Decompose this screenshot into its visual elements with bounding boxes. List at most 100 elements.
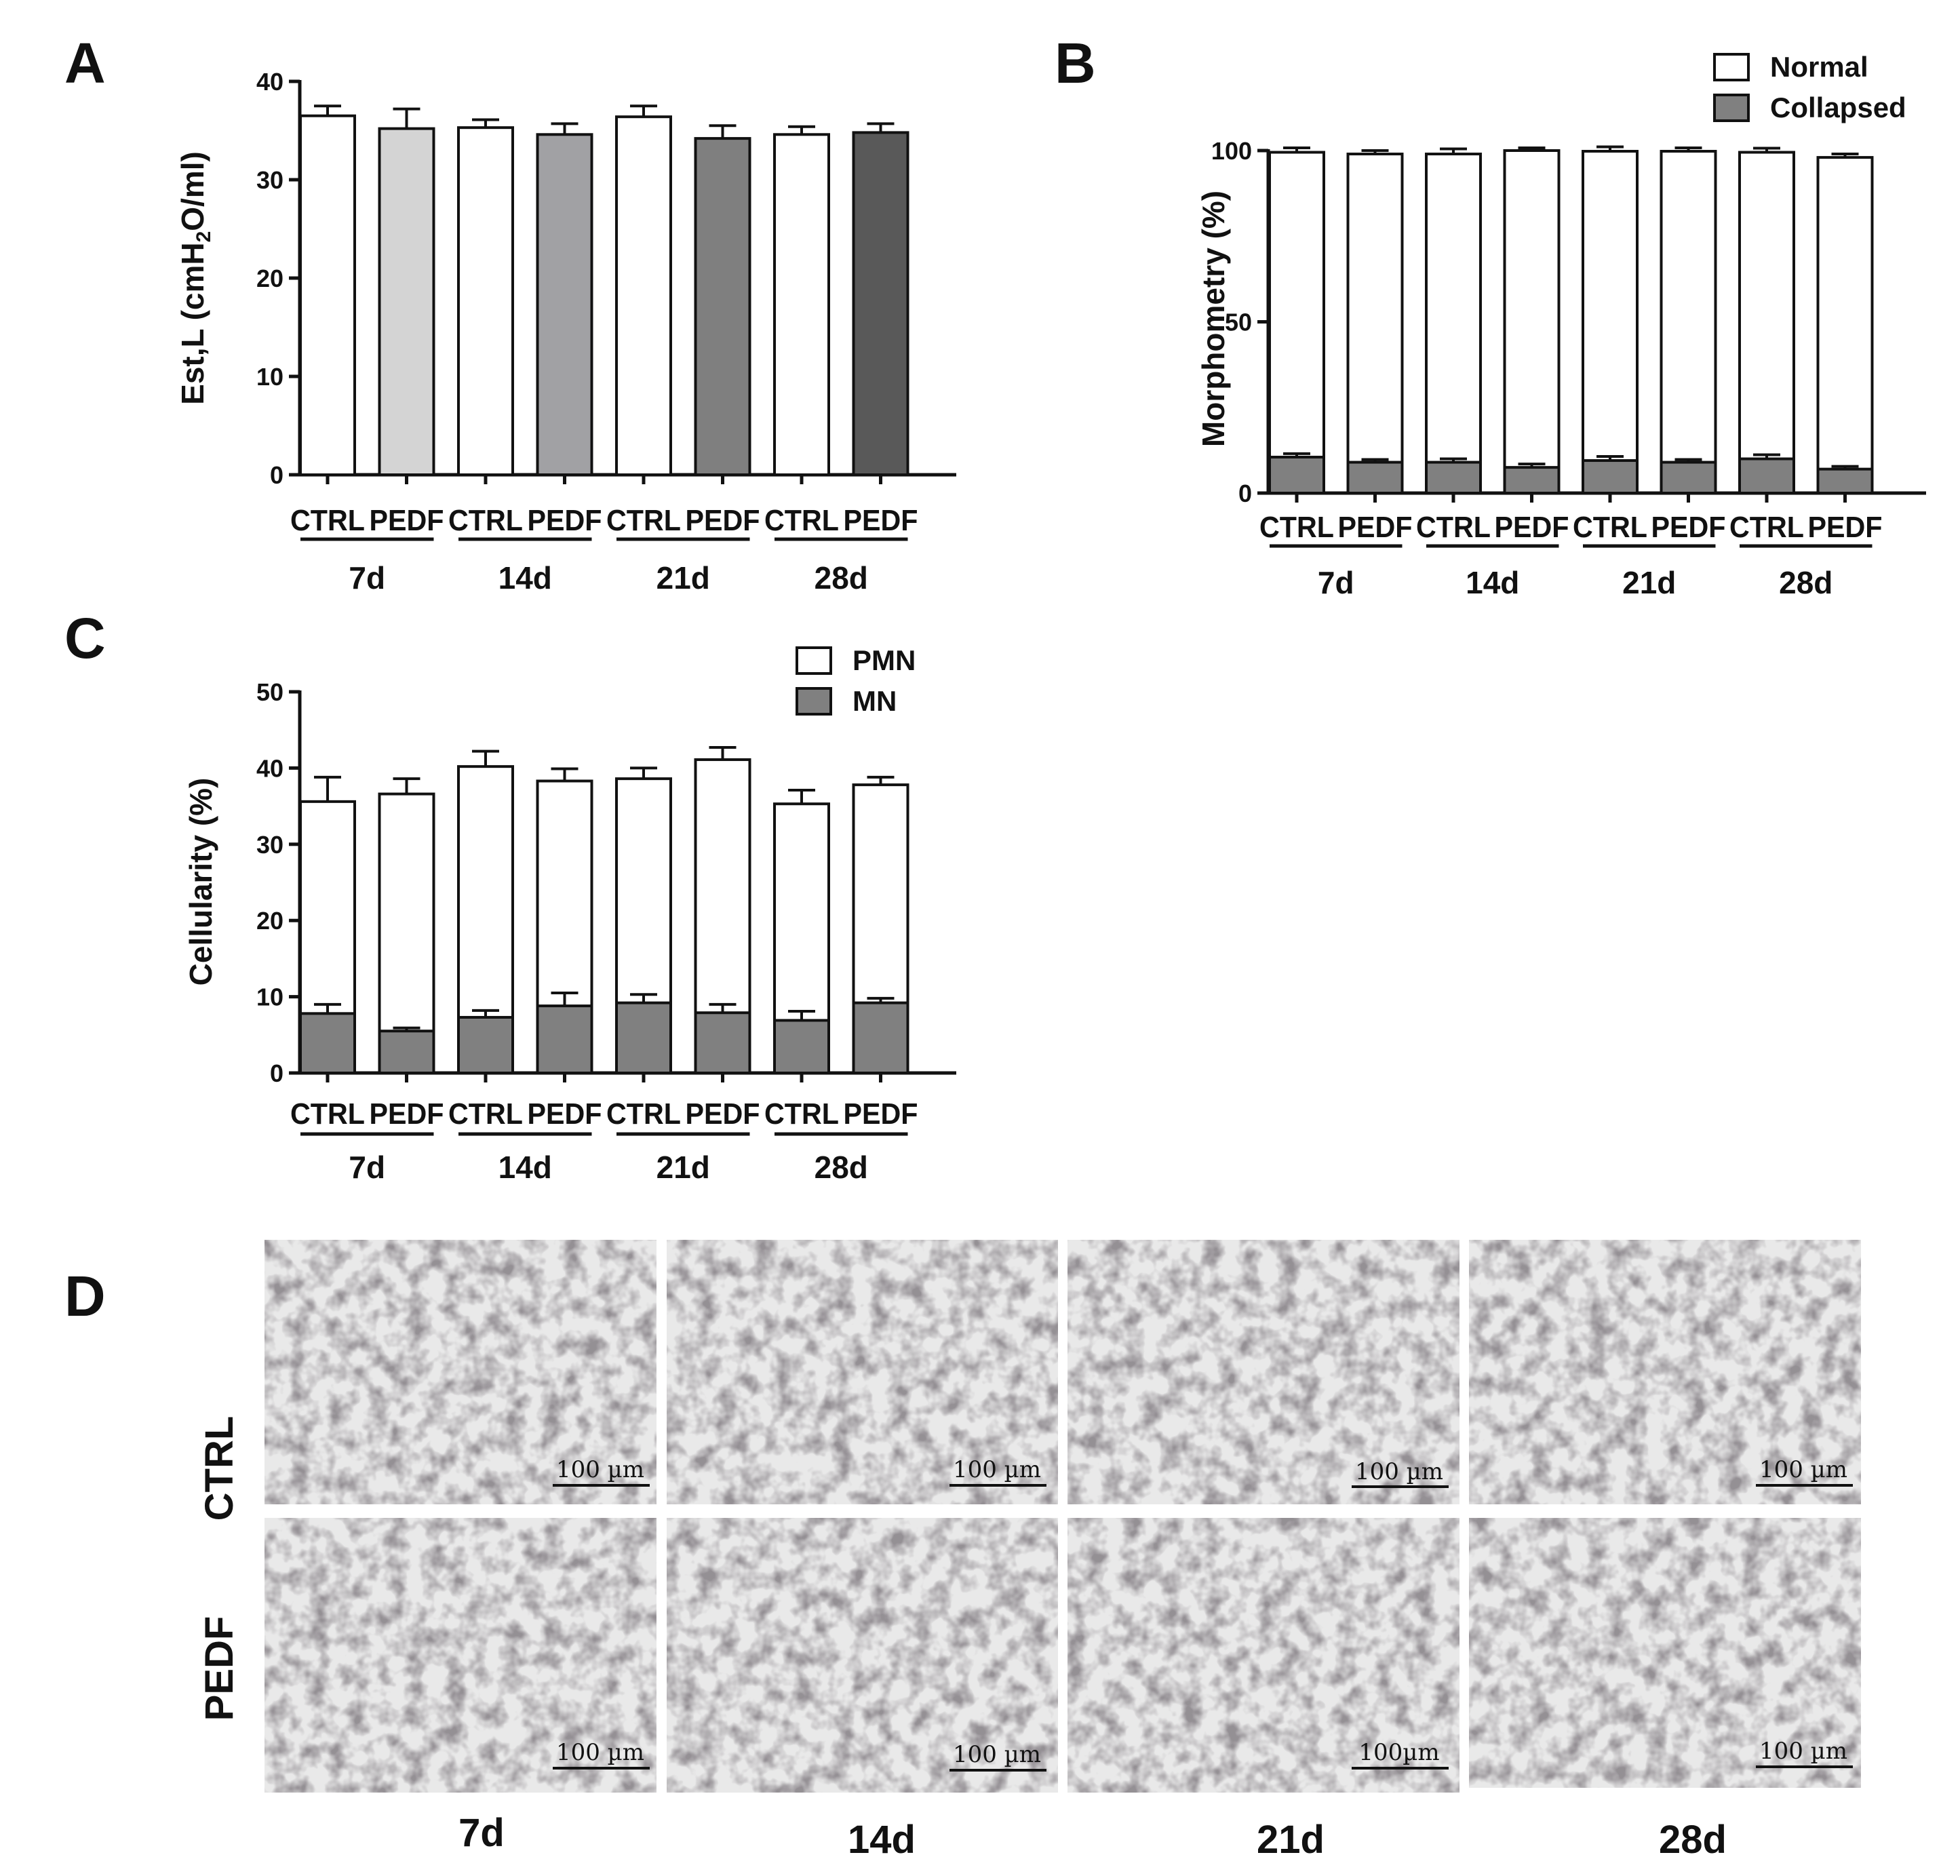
bar-upper <box>1503 149 1561 494</box>
x-tick-label: PEDF <box>686 504 760 537</box>
bar <box>378 127 435 476</box>
group-label: 14d <box>1466 565 1519 600</box>
x-tick-label: CTRL <box>448 1097 523 1131</box>
y-axis-title: Cellularity (%) <box>183 778 218 986</box>
bar-upper <box>1268 151 1325 494</box>
x-tick-label: CTRL <box>1573 511 1647 544</box>
bar-upper <box>1582 150 1639 494</box>
group-label: 14d <box>498 560 552 595</box>
legend-label: MN <box>852 685 897 717</box>
bar-lower <box>457 1015 514 1074</box>
x-tick-label: CTRL <box>290 504 365 537</box>
x-tick-label: CTRL <box>606 504 681 537</box>
micrograph-grid: CTRL PEDF <box>197 1240 1861 1862</box>
legend-swatch <box>1713 94 1750 122</box>
bar-lower <box>536 1004 593 1075</box>
x-tick-label: CTRL <box>606 1097 681 1131</box>
group-label: 28d <box>815 560 868 595</box>
x-tick-label: CTRL <box>764 1097 839 1131</box>
y-tick-label: 50 <box>1225 309 1252 336</box>
group-label: 28d <box>815 1150 868 1185</box>
bar-lower <box>1660 461 1717 494</box>
bar-upper <box>1425 153 1482 495</box>
bar-lower <box>1503 466 1561 494</box>
group-label: 21d <box>656 1150 710 1185</box>
scale-bar-label: 100 µm <box>953 1456 1041 1483</box>
x-tick-label: PEDF <box>528 1097 602 1131</box>
legend-swatch <box>1713 53 1750 81</box>
y-tick-label: 40 <box>256 68 283 96</box>
bar-lower <box>1738 457 1795 494</box>
group-label: 7d <box>349 560 385 595</box>
column-label-7d: 7d <box>458 1811 505 1855</box>
x-tick-label: CTRL <box>290 1097 365 1131</box>
scale-bar-ctrl-14d: 100 µm <box>949 1456 1046 1487</box>
bar-lower <box>1582 459 1639 495</box>
bar-lower <box>1346 461 1404 494</box>
panel-letter-b: B <box>1055 31 1096 95</box>
legend-swatch <box>796 646 832 675</box>
bar <box>773 133 830 477</box>
column-label-14d: 14d <box>848 1818 916 1862</box>
bar-lower <box>378 1030 435 1075</box>
x-tick-label: CTRL <box>1259 511 1334 544</box>
legend-label: Collapsed <box>1770 92 1906 123</box>
bar <box>615 115 672 476</box>
x-tick-label: PEDF <box>1495 511 1569 544</box>
y-axis-title: Morphometry (%) <box>1196 191 1231 447</box>
x-tick-label: PEDF <box>844 504 918 537</box>
y-tick-label: 30 <box>256 166 283 194</box>
bar-upper <box>1660 150 1717 494</box>
y-tick-label: 20 <box>256 907 283 935</box>
legend-label: Normal <box>1770 51 1868 83</box>
y-axis-title: Est,L (cmH2O/ml) <box>175 151 215 405</box>
y-tick-label: 0 <box>270 1059 283 1087</box>
micrograph-ctrl-28d <box>1469 1240 1861 1504</box>
micrograph-pedf-7d <box>264 1518 656 1793</box>
bar-lower <box>773 1019 830 1074</box>
group-label: 14d <box>498 1150 552 1185</box>
x-tick-label: PEDF <box>1651 511 1726 544</box>
y-tick-label: 0 <box>270 461 283 489</box>
micrograph-pedf-14d <box>667 1518 1058 1793</box>
bar <box>536 133 593 477</box>
group-label: 7d <box>349 1150 385 1185</box>
scale-bar-label: 100µm <box>1358 1739 1439 1766</box>
bar <box>694 137 751 476</box>
x-tick-label: CTRL <box>448 504 523 537</box>
x-tick-label: PEDF <box>370 1097 444 1131</box>
scale-bar-pedf-14d: 100 µm <box>949 1741 1046 1772</box>
group-label: 28d <box>1779 565 1832 600</box>
group-label: 7d <box>1318 565 1354 600</box>
y-tick-label: 50 <box>256 678 283 706</box>
column-label-28d: 28d <box>1659 1818 1727 1862</box>
panel-letter-c: C <box>64 606 106 670</box>
bar-upper <box>1816 156 1874 494</box>
y-tick-label: 0 <box>1238 480 1252 507</box>
scale-bar-label: 100 µm <box>953 1741 1041 1768</box>
y-tick-label: 10 <box>256 983 283 1011</box>
micrograph-pedf-21d <box>1067 1518 1459 1793</box>
column-label-21d: 21d <box>1257 1818 1325 1862</box>
panel-letter-a: A <box>64 31 106 95</box>
x-tick-label: CTRL <box>1729 511 1804 544</box>
x-tick-label: PEDF <box>686 1097 760 1131</box>
legend: PMN MN <box>796 644 916 717</box>
bar-lower <box>694 1011 751 1074</box>
y-tick-label: 100 <box>1211 137 1252 165</box>
y-tick-label: 30 <box>256 831 283 859</box>
scale-bar-ctrl-7d: 100 µm <box>553 1456 650 1487</box>
row-label-pedf: PEDF <box>197 1616 241 1721</box>
bar-lower <box>1816 467 1874 495</box>
scale-bar-pedf-7d: 100 µm <box>553 1739 650 1770</box>
legend-swatch <box>796 687 832 716</box>
scale-bar-ctrl-28d: 100 µm <box>1756 1456 1853 1487</box>
scale-bar-label: 100 µm <box>1759 1738 1847 1765</box>
panel-letter-d: D <box>64 1264 106 1328</box>
x-tick-label: CTRL <box>764 504 839 537</box>
x-tick-label: PEDF <box>1338 511 1413 544</box>
